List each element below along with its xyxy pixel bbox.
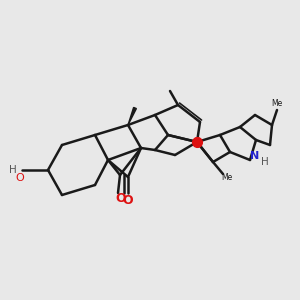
Polygon shape — [128, 107, 136, 125]
Text: O: O — [123, 194, 133, 206]
Text: O: O — [16, 173, 24, 183]
Text: O: O — [116, 193, 126, 206]
Text: Me: Me — [221, 172, 233, 182]
Text: H: H — [261, 157, 269, 167]
Text: O: O — [193, 137, 201, 147]
Text: Me: Me — [272, 98, 283, 107]
Text: H: H — [9, 165, 17, 175]
Text: N: N — [250, 151, 260, 161]
